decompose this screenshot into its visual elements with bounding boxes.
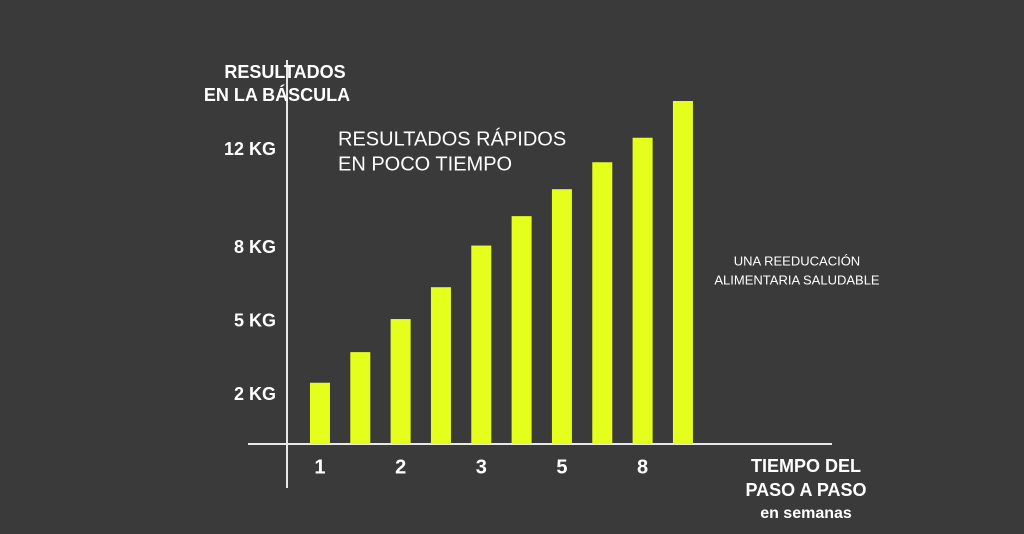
- bar: [511, 216, 532, 444]
- x-tick-label: 1: [314, 456, 325, 478]
- bar: [309, 382, 330, 444]
- x-tick-label: 5: [556, 456, 567, 478]
- bar: [592, 162, 613, 444]
- y-tick-label: 12 KG: [224, 139, 276, 159]
- x-tick-label: 3: [476, 456, 487, 478]
- annotation: ALIMENTARIA SALUDABLE: [714, 272, 880, 287]
- bar: [672, 101, 693, 444]
- bar: [390, 319, 411, 444]
- x-tick-label: 2: [395, 456, 406, 478]
- y-tick-label: 2 KG: [234, 384, 276, 404]
- annotation: UNA REEDUCACIÓN: [734, 253, 860, 268]
- x-axis-title: TIEMPO DEL: [751, 456, 861, 476]
- y-tick-label: 5 KG: [234, 310, 276, 330]
- y-tick-label: 8 KG: [234, 237, 276, 257]
- bar: [632, 137, 653, 444]
- x-tick-label: 8: [637, 456, 648, 478]
- annotation: RESULTADOS RÁPIDOS: [338, 127, 566, 150]
- bar: [551, 189, 572, 444]
- annotation: EN POCO TIEMPO: [338, 153, 512, 175]
- bar: [471, 245, 492, 444]
- x-axis-title: en semanas: [760, 505, 852, 522]
- y-axis-title: EN LA BÁSCULA: [204, 84, 350, 105]
- y-axis-title: RESULTADOS: [224, 62, 345, 82]
- x-axis-title: PASO A PASO: [745, 480, 866, 500]
- bar: [350, 352, 371, 444]
- bar: [430, 287, 451, 444]
